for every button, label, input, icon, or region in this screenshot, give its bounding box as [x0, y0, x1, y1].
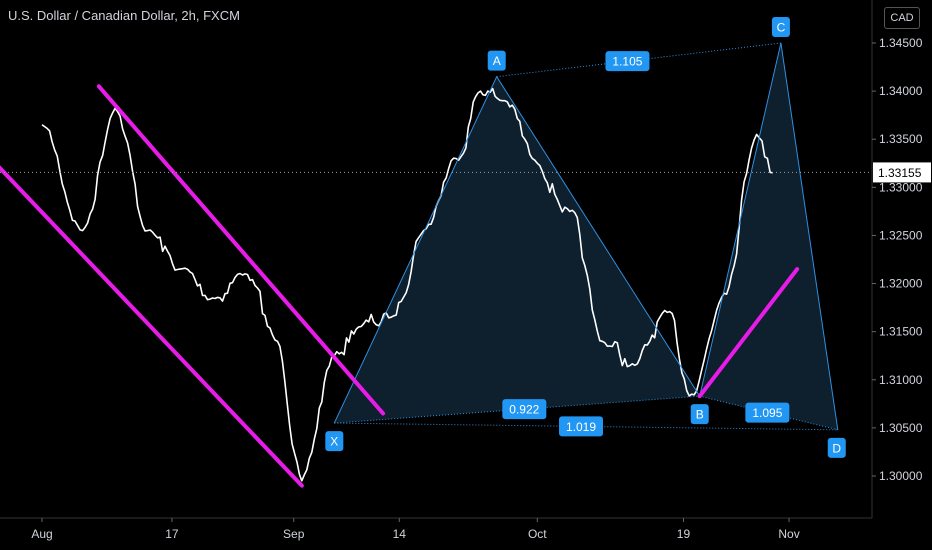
- y-tick-label: 1.32000: [879, 277, 923, 291]
- y-tick-label: 1.30500: [879, 421, 923, 435]
- current-price-badge: [873, 162, 931, 183]
- ratio-label: 1.105: [612, 55, 642, 69]
- support-trend-line[interactable]: [697, 267, 800, 399]
- y-tick-label: 1.33500: [879, 132, 923, 146]
- y-tick-label: 1.31000: [879, 373, 923, 387]
- ratio-label: 0.922: [509, 403, 539, 417]
- y-tick-label: 1.33000: [879, 180, 923, 194]
- x-tick-label: Oct: [528, 527, 547, 541]
- x-tick-label: 17: [165, 527, 179, 541]
- chart-title: U.S. Dollar / Canadian Dollar, 2h, FXCM: [8, 8, 240, 23]
- x-tick-label: 19: [677, 527, 691, 541]
- point-label-a: A: [493, 54, 501, 68]
- point-label-box-x: [325, 431, 344, 452]
- upper-trend-line[interactable]: [96, 84, 386, 416]
- x-tick-label: 14: [393, 527, 407, 541]
- x-tick-label: Aug: [31, 527, 52, 541]
- x-tick-label: Nov: [778, 527, 799, 541]
- point-label-box-a: [487, 50, 506, 71]
- lower-trend-line[interactable]: [0, 144, 304, 488]
- point-label-c: C: [777, 21, 786, 35]
- point-label-box-c: [771, 17, 790, 37]
- y-tick-label: 1.34000: [879, 84, 923, 98]
- x-tick-label: Sep: [283, 527, 305, 541]
- currency-button[interactable]: CAD: [884, 7, 920, 29]
- point-label-d: D: [832, 441, 841, 455]
- price-line[interactable]: [41, 87, 773, 482]
- point-label-box-d: [827, 437, 846, 458]
- y-tick-label: 1.34500: [879, 36, 923, 50]
- ratio-label-box: [745, 402, 790, 423]
- ratio-label-box: [502, 399, 547, 420]
- ratio-label: 1.019: [566, 420, 596, 434]
- point-label-b: B: [696, 408, 704, 422]
- current-price-label: 1.33155: [878, 166, 922, 180]
- ratio-label-box: [559, 416, 604, 437]
- point-label-box-b: [690, 404, 709, 425]
- ratio-label-box: [605, 51, 650, 72]
- point-label-x: X: [330, 435, 338, 449]
- pattern-fill-bcd: [699, 43, 838, 430]
- y-tick-label: 1.31500: [879, 325, 923, 339]
- ratio-label: 1.095: [752, 406, 782, 420]
- pattern-fill-xab: [334, 76, 700, 424]
- y-tick-label: 1.30000: [879, 469, 923, 483]
- y-tick-label: 1.32500: [879, 228, 923, 242]
